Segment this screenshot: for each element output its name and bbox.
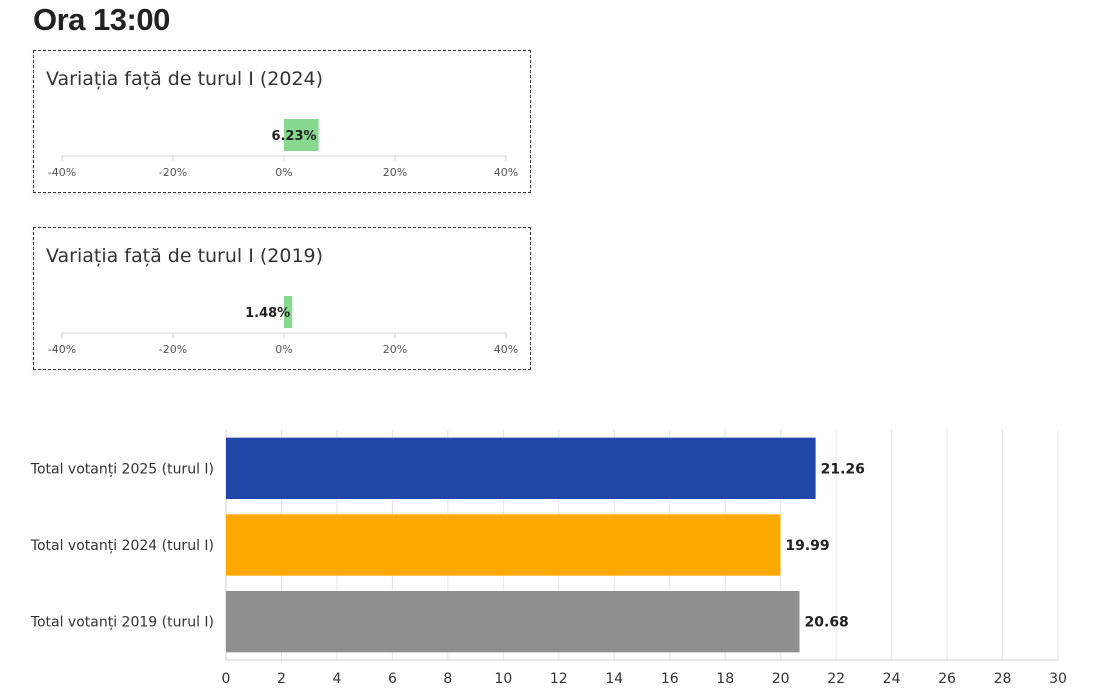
variation-card-title: Variația față de turul I (2024) <box>46 68 324 90</box>
x-tick-label: 0% <box>275 343 292 356</box>
category-label: Total votanți 2024 (turul I) <box>30 538 214 554</box>
x-tick-label: -20% <box>159 343 187 356</box>
x-tick-label: 26 <box>938 671 956 687</box>
total-voters-bar <box>226 437 816 499</box>
bar-value-label: 21.26 <box>821 461 865 477</box>
variation-chart-2019: -40% -20% 0% 20% 40% 1.48% <box>48 296 518 356</box>
x-tick-label: 28 <box>994 671 1012 687</box>
variation-value-label: 6.23% <box>271 129 316 144</box>
x-tick-label: 14 <box>605 671 623 687</box>
x-tick-label: 10 <box>494 671 512 687</box>
x-tick-label: 8 <box>443 671 452 687</box>
variation-card-2024: Variația față de turul I (2024) -40% -20%… <box>33 50 531 193</box>
x-tick-label: 12 <box>550 671 568 687</box>
x-tick-label: -20% <box>159 166 187 179</box>
bar-value-label: 20.68 <box>805 615 849 631</box>
x-tick-label: 24 <box>883 671 901 687</box>
x-tick-label: 2 <box>277 671 286 687</box>
x-tick-label: 20% <box>383 166 407 179</box>
x-tick-label: 16 <box>661 671 679 687</box>
x-tick-label: -40% <box>48 343 76 356</box>
bar-value-label: 19.99 <box>785 538 829 554</box>
x-tick-label: -40% <box>48 166 76 179</box>
page-title: Ora 13:00 <box>33 2 170 37</box>
x-tick-label: 40% <box>494 166 518 179</box>
variation-card-2019: Variația față de turul I (2019) -40% -20%… <box>33 227 531 370</box>
x-tick-label: 18 <box>716 671 734 687</box>
category-label: Total votanți 2019 (turul I) <box>30 615 214 631</box>
variation-chart-2024: -40% -20% 0% 20% 40% 6.23% <box>48 119 518 179</box>
variation-bar <box>284 296 293 328</box>
variation-card-title: Variația față de turul I (2019) <box>46 245 324 267</box>
total-voters-bar <box>226 591 800 653</box>
x-tick-label: 40% <box>494 343 518 356</box>
x-tick-label: 20% <box>383 343 407 356</box>
x-tick-label: 4 <box>332 671 341 687</box>
x-tick-label: 6 <box>388 671 397 687</box>
category-label: Total votanți 2025 (turul I) <box>30 461 214 477</box>
x-tick-label: 22 <box>827 671 845 687</box>
total-voters-bar <box>226 514 781 576</box>
x-tick-label: 0% <box>275 166 292 179</box>
x-tick-label: 30 <box>1049 671 1067 687</box>
x-tick-label: 20 <box>772 671 790 687</box>
variation-value-label: 1.48% <box>245 306 290 321</box>
variation-bar <box>284 119 319 151</box>
x-tick-label: 0 <box>222 671 231 687</box>
